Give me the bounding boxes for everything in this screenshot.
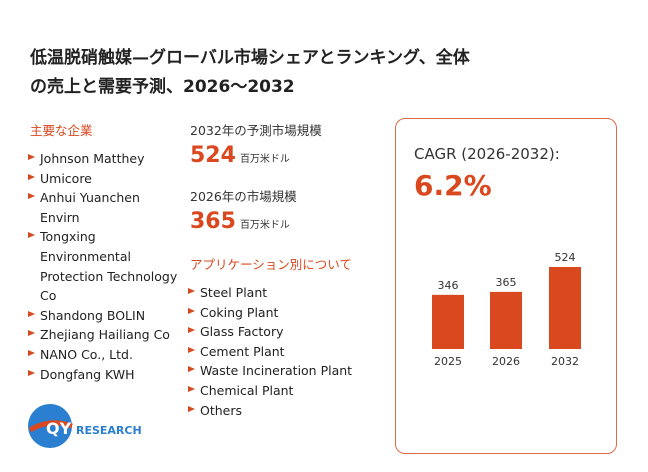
list-item: Waste Incineration Plant	[188, 361, 388, 381]
list-item: Chemical Plant	[188, 381, 388, 401]
logo-text: RESEARCH	[76, 424, 142, 437]
list-item: Zhejiang Hailiang Co	[28, 325, 180, 345]
value-label: 346	[438, 279, 459, 292]
company-list: Johnson Matthey Umicore Anhui Yuanchen Env…	[28, 149, 180, 384]
x-tick-label: 2032	[551, 355, 579, 368]
title-line: の売上と需要予測、2026～2032	[30, 77, 295, 97]
bar	[549, 267, 581, 349]
list-item: Others	[188, 401, 388, 421]
cagr-value: 6.2%	[414, 169, 492, 202]
current-value: 365	[190, 209, 236, 234]
bar	[490, 291, 522, 349]
bar-chart: 346 2025 365 2026 524 2032	[432, 251, 581, 368]
forecast: 524 百万米ドル	[190, 143, 290, 168]
unit: 百万米ドル	[239, 220, 290, 231]
companies-heading: 主要な企業	[30, 123, 93, 138]
logo-swoosh	[28, 420, 73, 433]
list-item: NANO Co., Ltd.	[28, 345, 180, 365]
list-item: Steel Plant	[188, 283, 388, 303]
value-label: 524	[555, 251, 576, 264]
application-list: Steel Plant Coking Plant Glass Factory Ceme…	[188, 283, 388, 420]
bar	[432, 294, 464, 349]
list-item: Anhui Yuanchen Envirn	[28, 188, 180, 227]
list-item: Tongxing Environmental Protection Techno…	[28, 227, 180, 305]
current: 365 百万米ドル	[190, 209, 290, 234]
value-label: 365	[496, 276, 517, 289]
x-tick-label: 2026	[492, 355, 520, 368]
list-item: Coking Plant	[188, 303, 388, 323]
list-item: Glass Factory	[188, 322, 388, 342]
cagr-card: CAGR (2026-2032): 6.2% 346 2025 365 2026 524…	[395, 118, 617, 454]
list-item: Umicore	[28, 169, 180, 189]
unit: 百万米ドル	[239, 154, 290, 165]
list-item: Johnson Matthey	[28, 149, 180, 169]
current-label: 2026年の市場規模	[190, 189, 297, 204]
x-tick-label: 2025	[434, 355, 462, 368]
logo: QY RESEARCH	[28, 404, 142, 448]
list-item: Dongfang KWH	[28, 365, 180, 385]
forecast-label: 2032年の予測市場規模	[190, 123, 322, 138]
logo-globe	[28, 404, 72, 448]
list-item: Shandong BOLIN	[28, 306, 180, 326]
logo-mark: QY	[46, 419, 72, 438]
applications-heading: アプリケーション別について	[190, 257, 352, 272]
forecast-value: 524	[190, 143, 236, 168]
cagr-label: CAGR (2026-2032):	[414, 145, 560, 163]
list-item: Cement Plant	[188, 342, 388, 362]
title-line: 低温脱硝触媒—グローバル市場シェアとランキング、全体	[30, 48, 470, 68]
title: 低温脱硝触媒—グローバル市場シェアとランキング、全体 の売上と需要予測、2026…	[30, 44, 470, 102]
